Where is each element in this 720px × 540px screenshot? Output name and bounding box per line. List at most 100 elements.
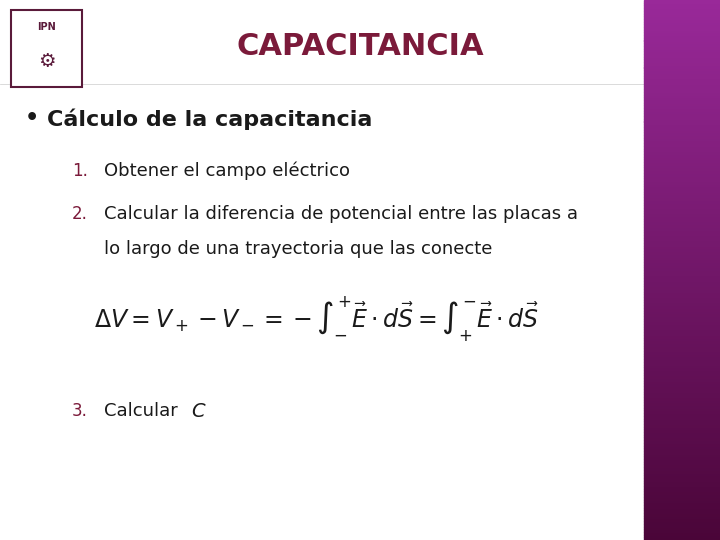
Bar: [644, 508, 720, 510]
Bar: [644, 464, 720, 467]
Bar: [644, 500, 720, 502]
Text: Calcular: Calcular: [104, 402, 184, 420]
Bar: [644, 235, 720, 238]
Bar: [644, 389, 720, 392]
Bar: [644, 251, 720, 254]
Bar: [644, 194, 720, 197]
Bar: [644, 197, 720, 200]
Bar: [644, 418, 720, 421]
Bar: [644, 335, 720, 338]
Bar: [644, 416, 720, 418]
Bar: [644, 383, 720, 386]
Bar: [644, 5, 720, 8]
Bar: [644, 111, 720, 113]
Bar: [644, 213, 720, 216]
Bar: [644, 359, 720, 362]
Bar: [644, 505, 720, 508]
Bar: [644, 402, 720, 405]
Bar: [644, 119, 720, 122]
Bar: [644, 103, 720, 105]
Bar: [644, 49, 720, 51]
Text: CAPACITANCIA: CAPACITANCIA: [236, 32, 484, 62]
Bar: [644, 494, 720, 497]
Bar: [644, 8, 720, 11]
Bar: [644, 467, 720, 470]
Bar: [644, 148, 720, 151]
Bar: [644, 456, 720, 459]
Bar: [644, 165, 720, 167]
Bar: [644, 265, 720, 267]
Bar: [644, 273, 720, 275]
Bar: [644, 470, 720, 472]
Bar: [644, 294, 720, 297]
Bar: [644, 254, 720, 256]
Bar: [644, 518, 720, 521]
Bar: [644, 432, 720, 435]
Bar: [644, 127, 720, 130]
Bar: [644, 316, 720, 319]
Bar: [644, 221, 720, 224]
Bar: [644, 248, 720, 251]
Bar: [644, 481, 720, 483]
Bar: [644, 14, 720, 16]
Bar: [644, 524, 720, 526]
Bar: [644, 65, 720, 68]
Bar: [644, 186, 720, 189]
Bar: [644, 132, 720, 135]
Bar: [644, 446, 720, 448]
Bar: [644, 448, 720, 451]
Bar: [644, 0, 720, 3]
Bar: [644, 173, 720, 176]
Bar: [644, 297, 720, 300]
Bar: [644, 329, 720, 332]
Bar: [644, 351, 720, 354]
Bar: [644, 51, 720, 54]
Bar: [644, 354, 720, 356]
Bar: [644, 281, 720, 284]
Bar: [644, 78, 720, 81]
Bar: [644, 73, 720, 76]
Bar: [644, 410, 720, 413]
Bar: [644, 440, 720, 443]
Bar: [644, 521, 720, 524]
Bar: [644, 259, 720, 262]
Bar: [644, 230, 720, 232]
Bar: [644, 86, 720, 89]
Bar: [644, 408, 720, 410]
Bar: [644, 32, 720, 35]
Bar: [644, 167, 720, 170]
Bar: [644, 224, 720, 227]
Bar: [644, 532, 720, 535]
Bar: [644, 246, 720, 248]
Bar: [644, 289, 720, 292]
Text: IPN: IPN: [37, 22, 56, 32]
Bar: [644, 319, 720, 321]
Text: ⚙: ⚙: [38, 52, 55, 71]
Bar: [644, 68, 720, 70]
Bar: [644, 16, 720, 19]
Bar: [644, 138, 720, 140]
Bar: [644, 62, 720, 65]
Bar: [644, 392, 720, 394]
Bar: [644, 394, 720, 397]
Bar: [644, 286, 720, 289]
Bar: [644, 343, 720, 346]
Bar: [644, 97, 720, 100]
Bar: [644, 529, 720, 532]
Bar: [644, 24, 720, 27]
Bar: [644, 421, 720, 424]
Bar: [644, 451, 720, 454]
Bar: [644, 184, 720, 186]
Bar: [644, 427, 720, 429]
Bar: [644, 278, 720, 281]
Bar: [644, 100, 720, 103]
Bar: [644, 130, 720, 132]
Bar: [644, 475, 720, 478]
Bar: [644, 211, 720, 213]
Bar: [644, 284, 720, 286]
Bar: [644, 227, 720, 229]
Bar: [644, 124, 720, 127]
Bar: [644, 38, 720, 40]
Bar: [644, 400, 720, 402]
Bar: [644, 267, 720, 270]
